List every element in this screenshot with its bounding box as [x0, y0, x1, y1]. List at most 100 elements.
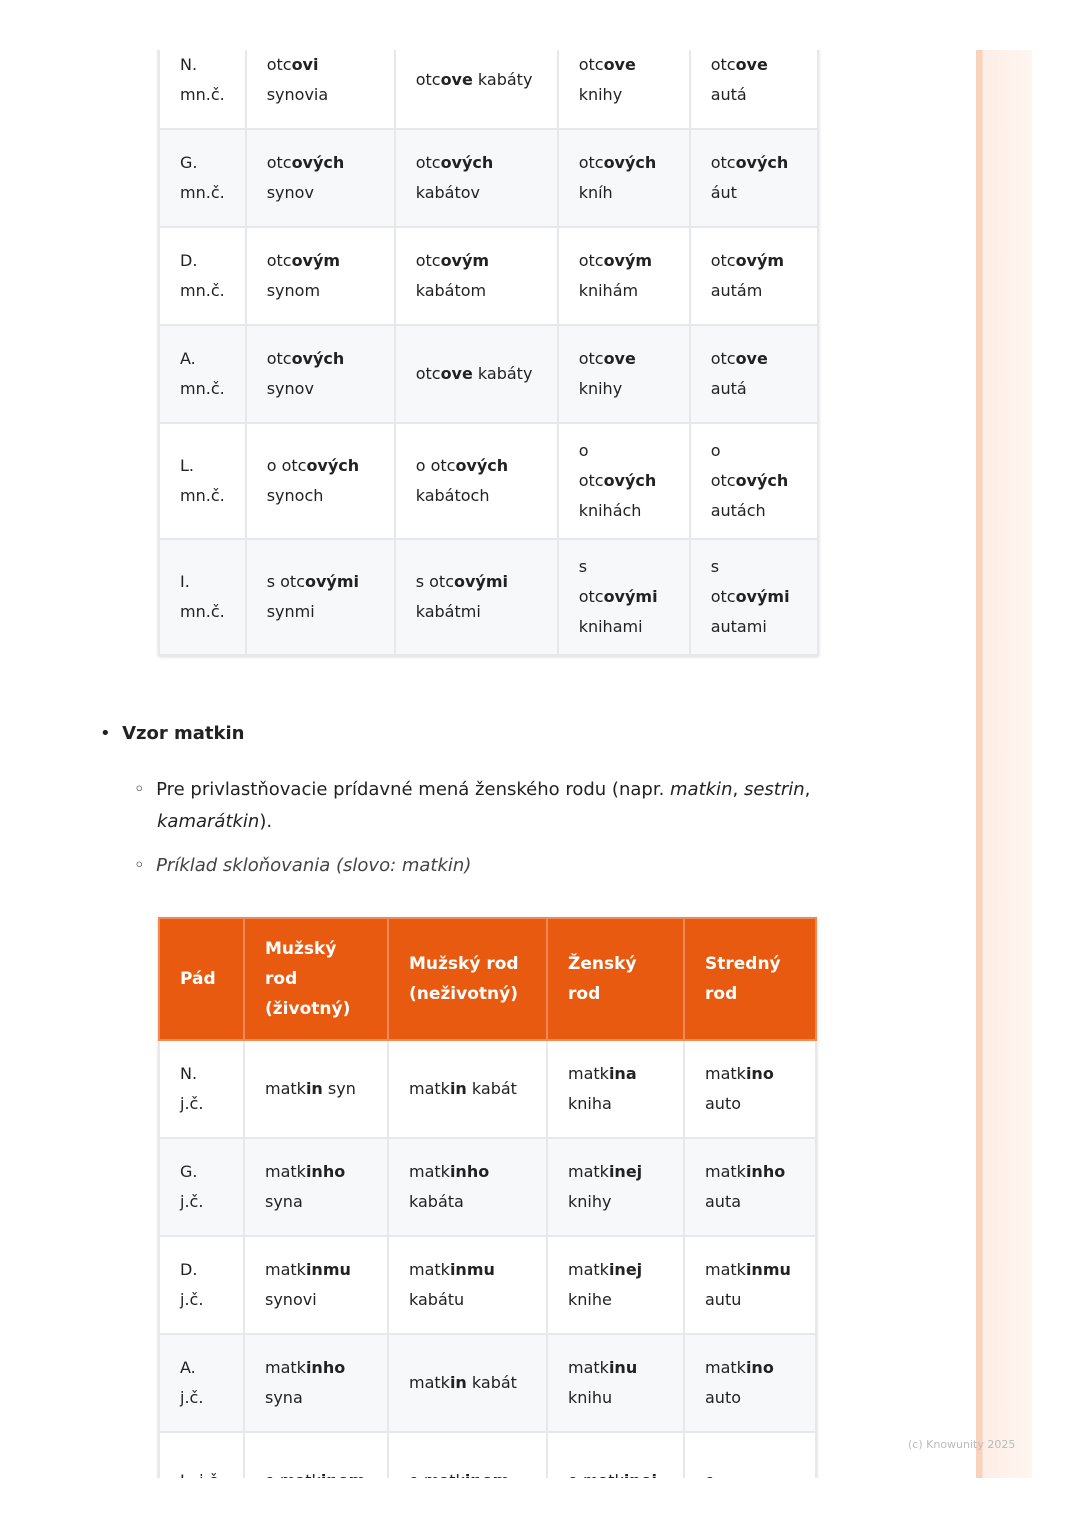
- cell-text: kníh: [578, 183, 613, 202]
- table-cell: otcove knihy: [556, 324, 691, 424]
- text-segment: ).: [259, 811, 273, 832]
- cell-text: autá: [710, 379, 747, 398]
- cell-text: otc: [266, 349, 292, 368]
- table-cell: otcove kabáty: [393, 324, 559, 424]
- bullet: • Vzor matkin: [100, 723, 245, 744]
- table-row: N. j.č. matkin syn matkin kabát matkina kni…: [158, 1039, 817, 1139]
- table-cell: o: [683, 1431, 817, 1478]
- cell-text: matk: [409, 1162, 450, 1181]
- cell-text: syna: [265, 1192, 303, 1211]
- cell-text: otc: [266, 55, 292, 74]
- table-cell: otcových kabátov: [393, 128, 559, 228]
- table-cell: matkinu knihu: [546, 1333, 685, 1433]
- cell-text: o matk: [265, 1471, 321, 1478]
- cell-text: matk: [409, 1260, 450, 1279]
- table-cell: o matkinom: [243, 1431, 389, 1478]
- content: N. mn.č. otcovi synovia otcove kabáty otcov…: [0, 50, 900, 1478]
- sub-bullet: ◦ Pre privlastňovacie prídavné mená žens…: [134, 779, 811, 832]
- table-cell: o otcových autách: [688, 422, 819, 540]
- text-segment: sestrin: [743, 779, 805, 800]
- table-cell: matkin kabát: [387, 1039, 548, 1139]
- cell-text: ovým: [735, 251, 785, 270]
- cell-text: auto: [705, 1094, 742, 1113]
- side-strip: [976, 50, 1032, 1478]
- cell-text: inho: [305, 1358, 346, 1377]
- cell-text: knihy: [578, 379, 623, 398]
- cell-text: D. mn.č.: [180, 251, 225, 300]
- cell-text: inmu: [449, 1260, 495, 1279]
- table-cell: otcove kabáty: [393, 50, 559, 130]
- cell-text: otc: [266, 251, 292, 270]
- cell-text: knihami: [578, 617, 643, 636]
- cell-text: inmu: [305, 1260, 351, 1279]
- cell-text: matk: [568, 1260, 609, 1279]
- cell-text: ove: [735, 349, 768, 368]
- table-cell: matkinho syna: [243, 1333, 389, 1433]
- cell-text: ove: [603, 349, 636, 368]
- table-cell: s otcovými synmi: [244, 538, 396, 656]
- cell-text: ových: [735, 153, 789, 172]
- cell-text: ina: [608, 1064, 637, 1083]
- section-title: Vzor matkin: [122, 723, 245, 744]
- cell-text: auta: [705, 1192, 742, 1211]
- cell-text: knihu: [568, 1388, 613, 1407]
- table-row: D. j.č. matkinmu synovi matkinmu kabátu mat…: [158, 1235, 817, 1335]
- table-cell: s otcovými knihami: [556, 538, 691, 656]
- cell-text: matk: [705, 1260, 746, 1279]
- cell-text: inej: [624, 1471, 657, 1478]
- table-cell: otcových áut: [688, 128, 819, 228]
- table-cell: matkinho syna: [243, 1137, 389, 1237]
- cell-text: ovým: [603, 251, 653, 270]
- table-cell: o otcových kabátoch: [393, 422, 559, 540]
- cell-text: o otc: [578, 441, 604, 490]
- table-cell: I. mn.č.: [158, 538, 247, 656]
- cell-text: ových: [455, 456, 509, 475]
- table-cell: o matkinom: [387, 1431, 548, 1478]
- cell-text: knihy: [578, 85, 623, 104]
- cell-text: ových: [440, 153, 494, 172]
- cell-text: otc: [710, 55, 736, 74]
- cell-text: s otc: [266, 572, 305, 591]
- cell-text: ove: [735, 55, 768, 74]
- cell-text: ino: [745, 1358, 774, 1377]
- cell-text: autá: [710, 85, 747, 104]
- cell-text: inom: [465, 1471, 510, 1478]
- cell-text: matk: [265, 1358, 306, 1377]
- table-cell: L. mn.č.: [158, 422, 247, 540]
- cell-text: matk: [568, 1358, 609, 1377]
- cell-text: matk: [409, 1373, 450, 1392]
- header-cell: Pád: [158, 917, 245, 1041]
- cell-text: ovými: [603, 587, 658, 606]
- cell-text: o matk: [409, 1471, 465, 1478]
- cell-text: kniha: [568, 1094, 612, 1113]
- table-cell: matkino auto: [683, 1333, 817, 1433]
- cell-text: N. j.č.: [180, 1064, 204, 1113]
- table-cell: G. j.č.: [158, 1137, 245, 1237]
- cell-text: matk: [705, 1064, 746, 1083]
- cell-text: kabátmi: [415, 602, 481, 621]
- cell-text: ovým: [440, 251, 490, 270]
- cell-text: áut: [710, 183, 737, 202]
- table-cell: otcovým synom: [244, 226, 396, 326]
- table-row: D. mn.č. otcovým synom otcovým kabátom otco…: [158, 226, 819, 326]
- cell-text: otc: [415, 153, 441, 172]
- cell-text: otc: [710, 153, 736, 172]
- table-cell: matkin kabát: [387, 1333, 548, 1433]
- cell-text: otc: [415, 70, 441, 89]
- cell-text: inho: [305, 1162, 346, 1181]
- cell-text: G. j.č.: [180, 1162, 204, 1211]
- cell-text: synovia: [266, 85, 329, 104]
- example-label: Príklad skloňovania (slovo: matkin): [156, 855, 472, 876]
- cell-text: matk: [705, 1162, 746, 1181]
- cell-text: o otc: [710, 441, 736, 490]
- cell-text: matk: [265, 1260, 306, 1279]
- table-cell: otcových synov: [244, 324, 396, 424]
- cell-text: I. mn.č.: [180, 572, 225, 621]
- cell-text: auto: [705, 1388, 742, 1407]
- cell-text: otc: [415, 364, 441, 383]
- text-segment: matkin: [670, 779, 733, 800]
- cell-text: matk: [265, 1162, 306, 1181]
- table-cell: matkinmu autu: [683, 1235, 817, 1335]
- table-cell: s otcovými autami: [688, 538, 819, 656]
- cell-text: ových: [291, 349, 345, 368]
